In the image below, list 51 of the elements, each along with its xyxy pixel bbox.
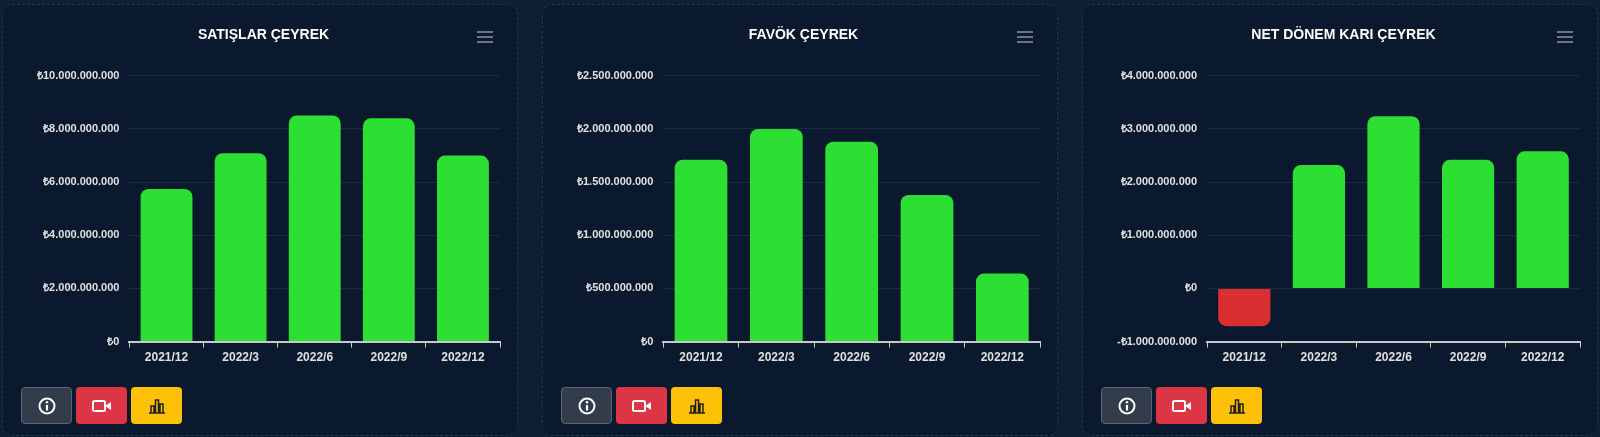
x-tick-label: 2022/6 [296,350,334,365]
y-tick-label: ₺4.000.000.000 [1119,68,1198,81]
x-tick-label: 2022/12 [441,350,485,365]
y-tick-label: ₺0 [640,334,654,347]
bar [140,189,193,342]
x-tick-label: 2022/9 [908,350,946,365]
bar [214,153,267,342]
bar [1292,165,1346,288]
y-tick-label: ₺10.000.000.000 [35,68,120,81]
x-tick-label: 2022/12 [980,350,1025,365]
x-tick-label: 2021/12 [1222,350,1267,365]
x-tick-label: 2022/3 [222,350,260,365]
bar [674,159,728,342]
x-tick-label: 2022/6 [833,350,871,365]
chart-title: NET DÖNEM KARI ÇEYREK [1251,26,1436,43]
y-tick-label: ₺0 [106,334,120,347]
x-tick-label: 2022/12 [1521,350,1565,365]
y-tick-label: ₺1.500.000.000 [575,175,654,188]
y-tick-label: ₺500.000.000 [585,281,654,294]
bar [1516,151,1569,288]
y-tick-label: ₺2.000.000.000 [575,121,654,134]
x-tick-label: 2022/9 [370,350,408,365]
y-tick-label: ₺4.000.000.000 [42,228,120,241]
x-tick-label: 2021/12 [144,350,189,365]
bar [288,115,341,342]
bar [362,118,415,342]
x-tick-label: 2022/3 [757,350,796,365]
y-tick-label: ₺3.000.000.000 [1119,121,1198,134]
bar [825,141,879,342]
y-tick-label: ₺1.000.000.000 [1119,228,1198,241]
y-tick-label: ₺8.000.000.000 [42,121,120,134]
chart-title: SATIŞLAR ÇEYREK [197,26,330,43]
bar [437,155,489,342]
y-tick-label: ₺2.000.000.000 [1119,175,1198,188]
y-tick-label: ₺6.000.000.000 [42,175,120,188]
x-tick-label: 2022/3 [1300,350,1338,365]
bar [975,273,1029,342]
y-tick-label: ₺0 [1183,281,1198,294]
y-tick-label: ₺2.500.000.000 [575,68,654,81]
chart-title: FAVÖK ÇEYREK [748,26,859,43]
y-tick-label: -₺1.000.000.000 [1116,334,1198,347]
y-tick-label: ₺1.000.000.000 [575,228,654,241]
y-tick-label: ₺2.000.000.000 [42,281,120,294]
x-tick-label: 2021/12 [679,350,724,365]
x-tick-label: 2022/9 [1449,350,1487,365]
x-tick-label: 2022/6 [1375,350,1413,365]
bar [1218,288,1271,327]
bar [749,128,803,342]
bar [900,194,954,342]
bar [1367,116,1420,288]
bar [1441,159,1495,288]
